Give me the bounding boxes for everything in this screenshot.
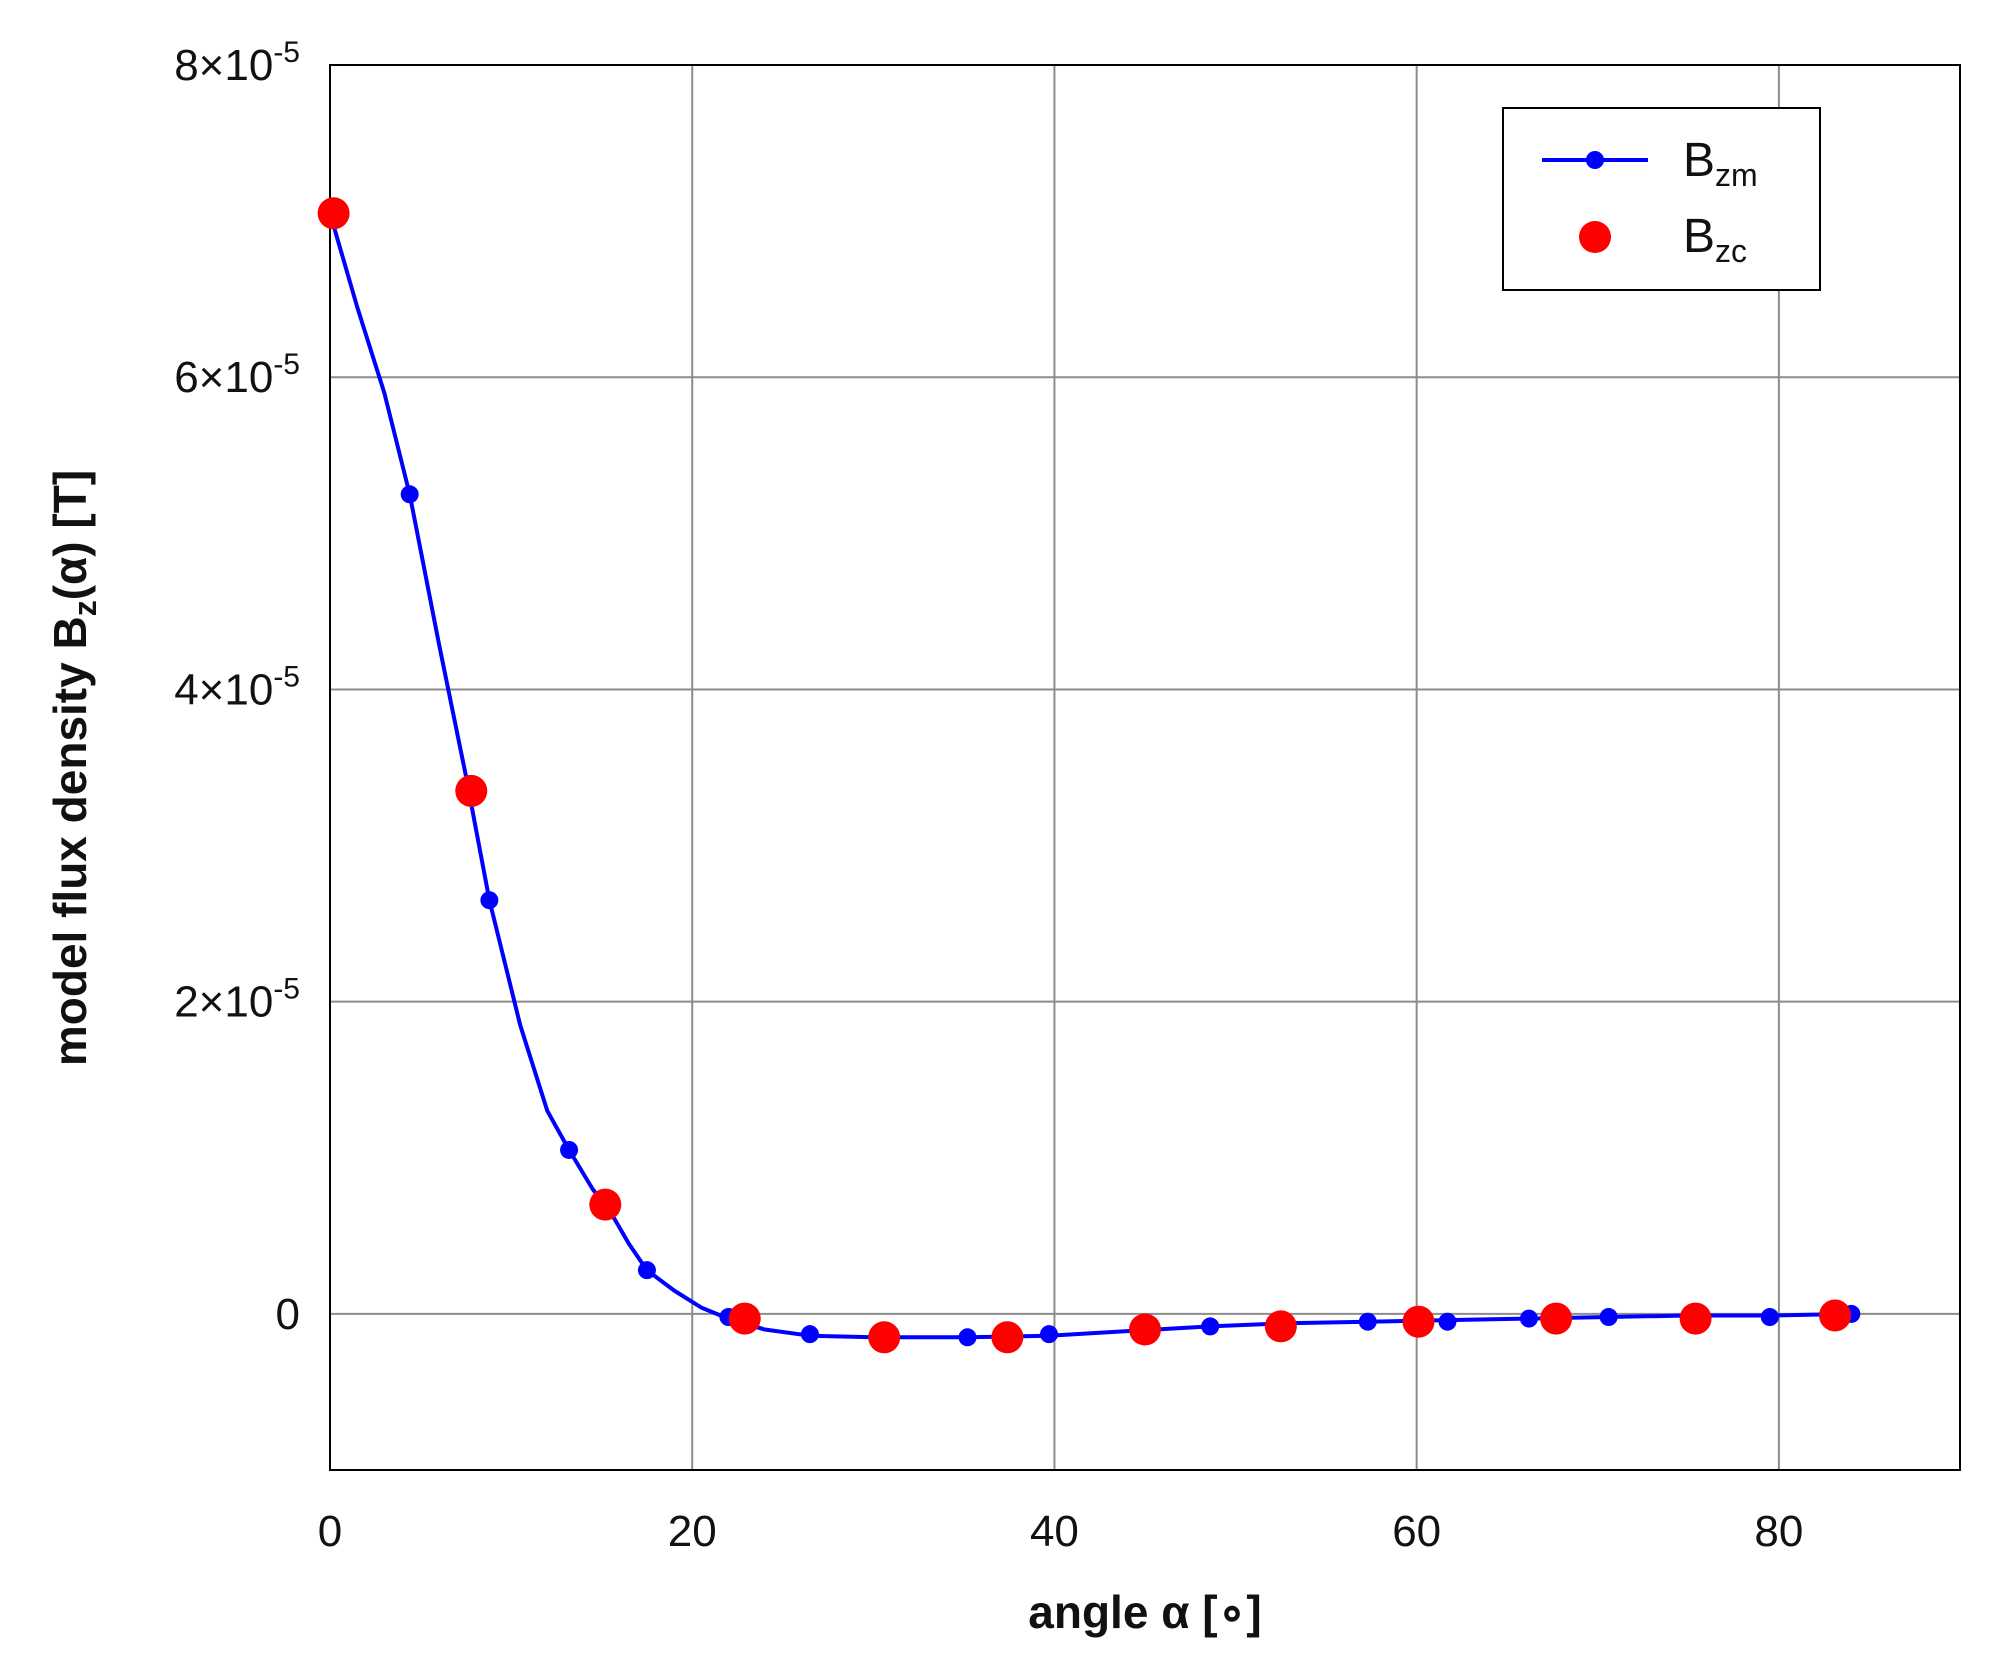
- series-zc-point-1: [455, 774, 488, 807]
- y-axis-label-tail: (α) [T]: [44, 470, 96, 600]
- series-zm-point-12: [1519, 1309, 1538, 1328]
- series-zm-point-3: [560, 1140, 579, 1159]
- series-zc-point-9: [1540, 1302, 1573, 1335]
- series-zm-point-11: [1438, 1312, 1457, 1331]
- legend: Bzm Bzc: [1502, 107, 1821, 291]
- series-zc-point-3: [728, 1302, 761, 1335]
- x-tick-label-2: 40: [1030, 1507, 1079, 1556]
- series-zc-point-8: [1402, 1305, 1435, 1338]
- series-zm-point-8: [1040, 1325, 1059, 1344]
- y-tick-label-1: 2×10-5: [174, 973, 300, 1027]
- series-zm-point-7: [958, 1328, 977, 1347]
- plot-frame: [329, 64, 1961, 1471]
- series-zm-point-9: [1201, 1317, 1220, 1336]
- series-zc-point-4: [868, 1321, 901, 1354]
- legend-marker-bzc: [1579, 221, 1611, 253]
- x-axis-ticks: 0 20 40 60 80: [318, 1507, 1804, 1556]
- y-tick-label-4: 8×10-5: [174, 36, 300, 90]
- y-axis-label: model flux density Bz(α) [T]: [44, 470, 103, 1066]
- series-zc-point-0: [317, 197, 350, 230]
- series-layer: [317, 197, 1861, 1354]
- series-zm-point-1: [400, 485, 419, 504]
- y-tick-label-0: 0: [276, 1290, 300, 1339]
- y-axis-label-sub: z: [67, 600, 103, 616]
- x-tick-label-1: 20: [668, 1507, 717, 1556]
- x-tick-label-0: 0: [318, 1507, 342, 1556]
- series-zm-point-6: [800, 1325, 819, 1344]
- y-tick-label-2: 4×10-5: [174, 660, 300, 714]
- series-zm-point-14: [1760, 1308, 1779, 1327]
- x-tick-label-4: 80: [1754, 1507, 1803, 1556]
- series-zc-point-5: [991, 1321, 1024, 1354]
- series-zm-line: [328, 212, 1852, 1340]
- legend-label-bzc: Bzc: [1683, 210, 1747, 269]
- legend-label-bzm: Bzm: [1683, 134, 1758, 193]
- y-tick-label-3: 6×10-5: [174, 348, 300, 402]
- series-zm-point-10: [1358, 1312, 1377, 1331]
- series-zc-point-2: [589, 1188, 622, 1221]
- x-axis-label: angle α [∘]: [1028, 1586, 1261, 1638]
- series-zc-point-6: [1129, 1313, 1161, 1346]
- series-zm-point-13: [1599, 1308, 1618, 1327]
- series-zc-point-7: [1264, 1310, 1297, 1343]
- series-zm-point-2: [480, 891, 499, 910]
- x-tick-label-3: 60: [1392, 1507, 1441, 1556]
- y-axis-ticks: 0 2×10-5 4×10-5 6×10-5 8×10-5: [174, 36, 300, 1339]
- series-zc-point-11: [1819, 1299, 1852, 1332]
- series-zm-point-4: [637, 1261, 656, 1280]
- y-axis-label-main: model flux density B: [44, 616, 96, 1066]
- series-zc-point-10: [1679, 1302, 1712, 1335]
- legend-box: [1502, 107, 1821, 291]
- legend-marker-bzm: [1586, 151, 1604, 169]
